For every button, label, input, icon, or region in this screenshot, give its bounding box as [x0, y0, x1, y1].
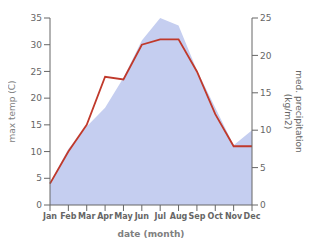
- svg-text:5: 5: [36, 173, 42, 183]
- svg-text:Dec: Dec: [244, 212, 261, 221]
- svg-text:15: 15: [260, 88, 271, 98]
- svg-text:(kg/m2): (kg/m2): [283, 94, 293, 129]
- svg-text:0: 0: [36, 200, 42, 210]
- svg-text:Nov: Nov: [225, 212, 243, 221]
- svg-text:Mar: Mar: [78, 212, 95, 221]
- svg-text:15: 15: [31, 120, 42, 130]
- svg-text:May: May: [114, 212, 133, 221]
- svg-text:0: 0: [260, 200, 266, 210]
- svg-text:Oct: Oct: [208, 212, 224, 221]
- svg-text:25: 25: [31, 67, 42, 77]
- svg-text:5: 5: [260, 163, 266, 173]
- svg-text:Aug: Aug: [170, 212, 188, 221]
- svg-text:Jan: Jan: [42, 212, 57, 221]
- svg-text:30: 30: [31, 40, 43, 50]
- svg-text:10: 10: [260, 125, 272, 135]
- svg-text:Apr: Apr: [97, 212, 113, 221]
- svg-text:10: 10: [31, 147, 43, 157]
- svg-text:max temp (C): max temp (C): [8, 80, 17, 142]
- svg-text:date (month): date (month): [118, 229, 185, 239]
- svg-text:Sep: Sep: [188, 212, 205, 221]
- svg-text:25: 25: [260, 13, 271, 23]
- svg-text:20: 20: [260, 51, 272, 61]
- svg-text:20: 20: [31, 93, 43, 103]
- svg-text:Jun: Jun: [134, 212, 150, 221]
- svg-text:Jul: Jul: [153, 212, 166, 221]
- svg-text:35: 35: [31, 13, 42, 23]
- svg-text:Feb: Feb: [60, 212, 77, 221]
- svg-text:med. precipitation: med. precipitation: [294, 70, 304, 152]
